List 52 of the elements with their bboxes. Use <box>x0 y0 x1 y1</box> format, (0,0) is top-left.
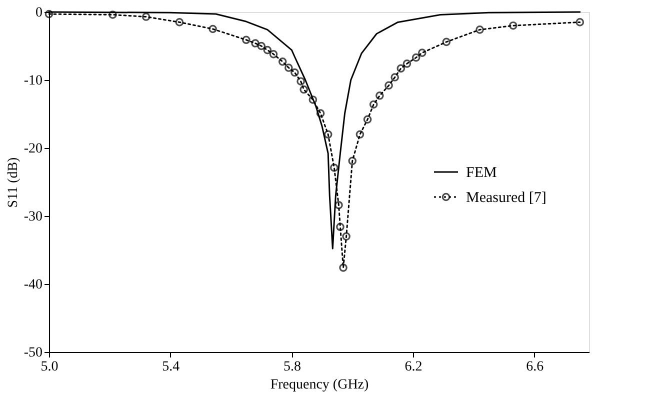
point <box>308 96 318 104</box>
point <box>348 156 357 166</box>
point <box>342 232 350 241</box>
y-tick-label: 0 <box>36 6 42 20</box>
point <box>369 100 378 109</box>
point <box>576 18 584 26</box>
point <box>269 50 278 58</box>
point <box>263 46 272 54</box>
point <box>402 60 412 68</box>
x-tick-label: 5.8 <box>283 360 301 374</box>
point <box>330 164 338 172</box>
y-tick-label: -10 <box>24 74 42 88</box>
point <box>316 109 325 118</box>
point <box>363 115 372 124</box>
point <box>396 64 406 73</box>
legend-label: Measured [7] <box>466 190 546 206</box>
point <box>290 68 299 77</box>
point <box>339 264 348 272</box>
y-tick-label: -40 <box>24 278 42 292</box>
x-tick-label: 6.2 <box>404 360 422 374</box>
point <box>412 53 420 62</box>
point <box>442 38 451 46</box>
point <box>251 39 260 48</box>
point <box>208 24 217 34</box>
point <box>418 48 426 57</box>
point <box>175 18 184 26</box>
point <box>242 36 250 44</box>
y-tick-label: -50 <box>24 346 42 360</box>
x-tick-label: 5.4 <box>162 360 180 374</box>
x-axis-title: Frequency (GHz) <box>270 378 370 392</box>
point <box>336 222 344 232</box>
point <box>376 91 384 100</box>
point <box>284 64 293 72</box>
point <box>324 130 332 139</box>
point <box>108 10 117 19</box>
point <box>300 85 308 94</box>
point <box>509 21 518 30</box>
y-axis-title: S11 (dB) <box>6 156 21 208</box>
point <box>142 12 150 21</box>
x-tick-label: 6.6 <box>526 360 544 374</box>
point <box>257 42 266 50</box>
y-tick-label: -30 <box>24 210 42 224</box>
point <box>278 57 287 66</box>
point <box>296 77 305 86</box>
y-tick-label: -20 <box>24 142 42 156</box>
point <box>390 73 399 82</box>
point <box>356 130 364 139</box>
point <box>334 200 343 210</box>
point <box>384 81 393 90</box>
point <box>476 26 484 34</box>
x-tick-label: 5.0 <box>40 360 58 374</box>
legend-label: FEM <box>466 165 497 181</box>
